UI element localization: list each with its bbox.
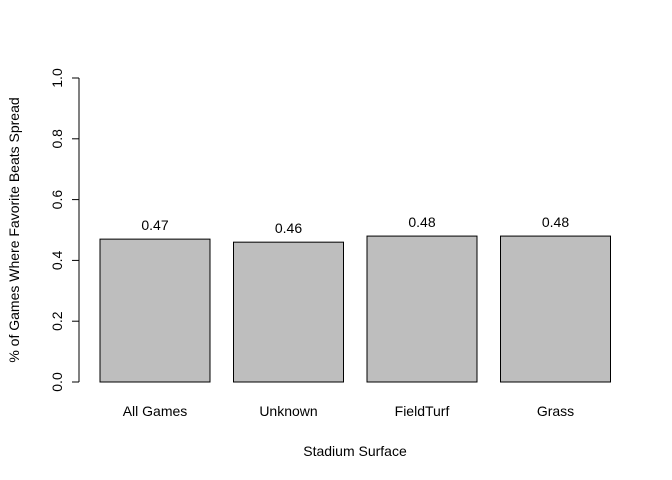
bar: [500, 235, 611, 383]
x-axis-title: Stadium Surface: [303, 443, 407, 459]
y-axis: 0.0 0.2 0.4 0.6 0.8 1.0: [49, 68, 80, 392]
y-tick-label: 0.4: [49, 250, 65, 270]
bar: [366, 235, 478, 383]
x-tick-label: FieldTurf: [395, 403, 450, 419]
x-tick-label: All Games: [123, 403, 188, 419]
y-axis-title: % of Games Where Favorite Beats Spread: [6, 97, 22, 362]
bar-value-labels: 0.47 0.46 0.48 0.48: [141, 214, 569, 236]
y-tick-label: 0.6: [49, 190, 65, 210]
bar-value-label: 0.48: [408, 214, 435, 230]
x-tick-label: Grass: [537, 403, 574, 419]
y-tick-label: 0.0: [49, 372, 65, 392]
y-tick-label: 1.0: [49, 68, 65, 88]
bar: [233, 241, 344, 383]
x-tick-labels: All Games Unknown FieldTurf Grass: [123, 403, 574, 419]
y-tick-label: 0.8: [49, 129, 65, 149]
x-tick-label: Unknown: [259, 403, 317, 419]
y-tick-label: 0.2: [49, 311, 65, 331]
bar-value-label: 0.47: [141, 217, 168, 233]
bar-value-label: 0.48: [542, 214, 569, 230]
bar: [99, 238, 211, 383]
bar-value-label: 0.46: [275, 220, 302, 236]
bars: [99, 235, 611, 383]
